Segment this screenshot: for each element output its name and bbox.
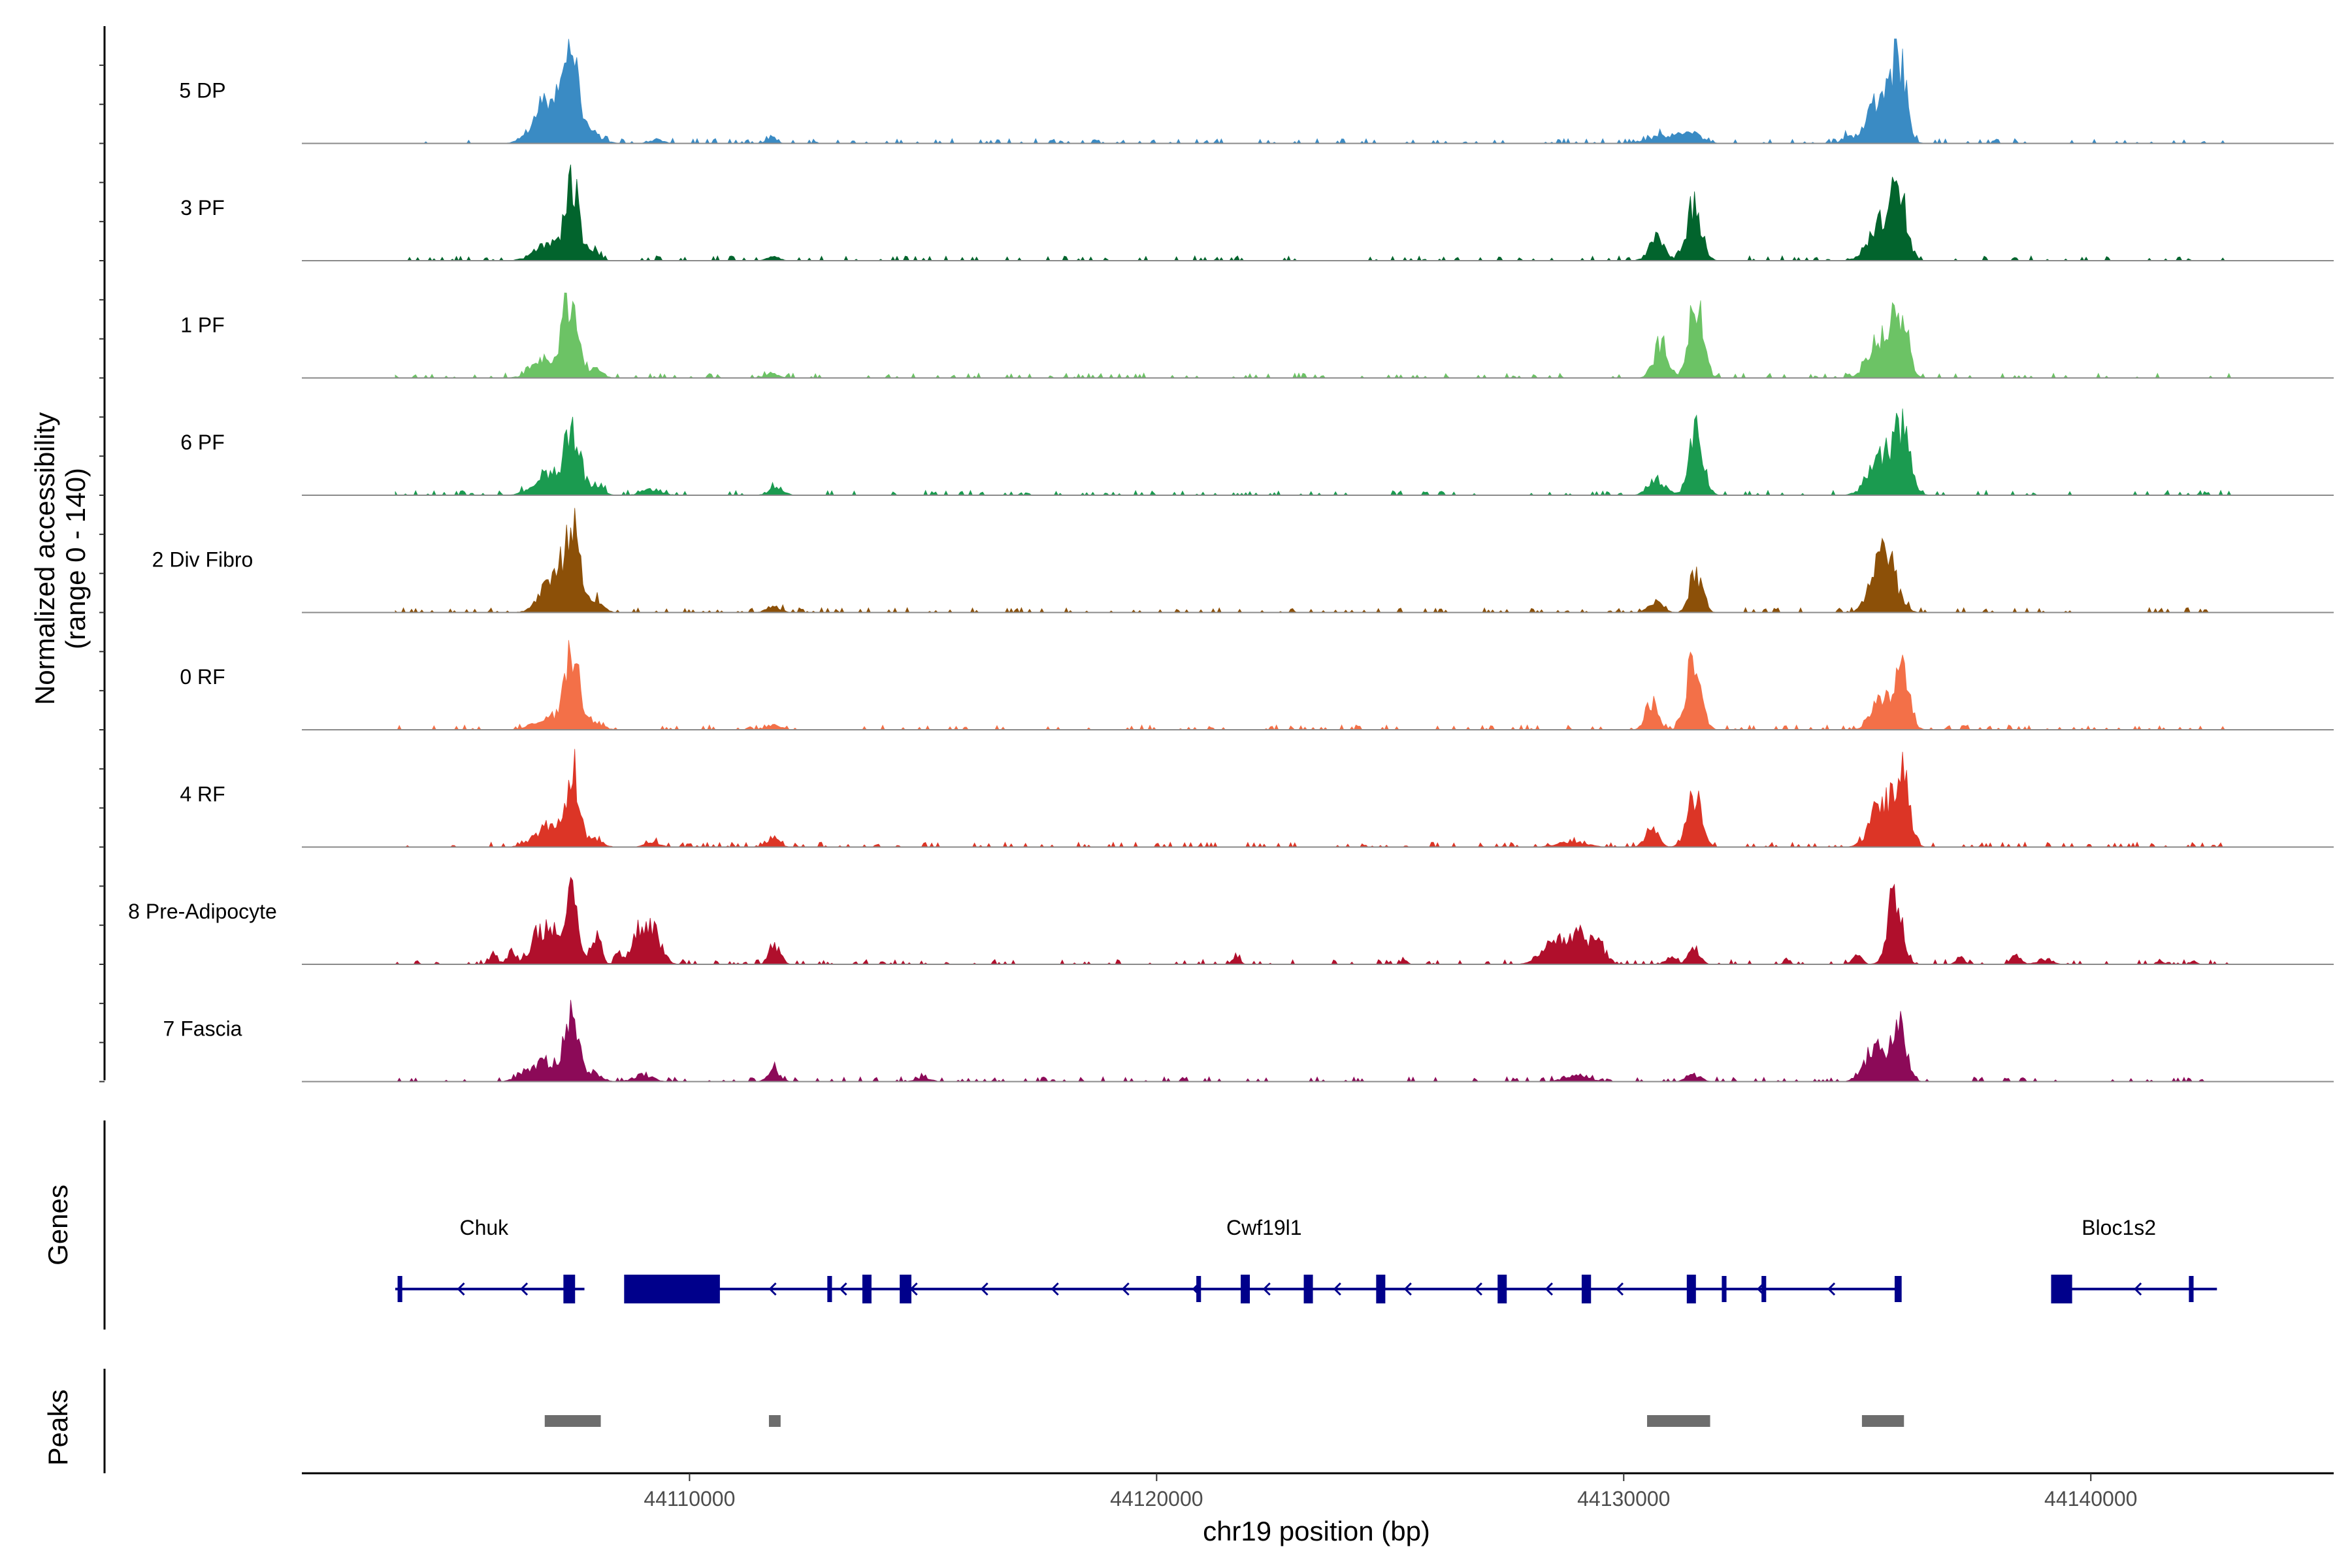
strand-arrow-icon	[2134, 1282, 2142, 1296]
track-label-8-pre-adipocyte: 8 Pre-Adipocyte	[128, 900, 277, 923]
coverage-tracks: 5 DP 3 PF 1 PF 6 PF 2 Div Fibro 0 RF 4 RF 8 Pre…	[128, 39, 2334, 1083]
area-5-dp	[395, 39, 2231, 144]
track-3-pf: 3 PF	[180, 164, 2334, 261]
exon	[1303, 1275, 1313, 1303]
exon	[2189, 1276, 2194, 1302]
x-axis: 44110000 44120000 44130000 44140000	[302, 1472, 2334, 1511]
strand-arrow-icon	[1333, 1282, 1341, 1296]
strand-arrow-icon	[1615, 1282, 1624, 1296]
strand-arrow-icon	[1827, 1282, 1836, 1296]
area-2-div-fibro	[395, 508, 2231, 613]
peaks-panel-label: Peaks	[42, 1390, 73, 1466]
track-label-5-dp: 5 DP	[179, 79, 225, 103]
exon	[2051, 1275, 2072, 1303]
exon	[1686, 1275, 1696, 1303]
gene-label-chuk: Chuk	[459, 1216, 509, 1239]
track-8-pre-adipocyte: 8 Pre-Adipocyte	[128, 876, 2334, 965]
area-6-pf	[395, 408, 2232, 496]
track-label-6-pf: 6 PF	[180, 431, 225, 454]
gene-label-bloc1s2: Bloc1s2	[2082, 1216, 2156, 1239]
peaks-panel	[103, 1369, 1904, 1473]
strand-arrow-icon	[1544, 1282, 1553, 1296]
exon	[624, 1275, 720, 1303]
exon	[397, 1276, 402, 1302]
track-label-2-div-fibro: 2 Div Fibro	[152, 548, 253, 572]
gene-bloc1s2: Bloc1s2	[2051, 1216, 2217, 1303]
area-0-rf	[395, 640, 2231, 730]
exon	[1761, 1276, 1767, 1302]
x-tick-label: 44130000	[1577, 1487, 1670, 1511]
strand-arrow-icon	[768, 1282, 777, 1296]
track-label-3-pf: 3 PF	[180, 196, 225, 220]
x-tick-label: 44140000	[2044, 1487, 2137, 1511]
genes-panel: Chuk Cwf19l1 Bloc1s2	[103, 1120, 2217, 1330]
x-axis-title: chr19 position (bp)	[1203, 1516, 1430, 1546]
strand-arrow-icon	[1262, 1282, 1271, 1296]
y-axis-title-line2: (range 0 - 140)	[60, 468, 91, 649]
track-1-pf: 1 PF	[180, 292, 2334, 379]
track-label-7-fascia: 7 Fascia	[163, 1017, 242, 1041]
track-0-rf: 0 RF	[180, 640, 2334, 730]
exon	[1376, 1275, 1386, 1303]
track-2-div-fibro: 2 Div Fibro	[152, 508, 2334, 613]
exon	[1722, 1276, 1727, 1302]
strand-arrow-icon	[1121, 1282, 1130, 1296]
genes-panel-label: Genes	[42, 1184, 73, 1266]
exon	[1241, 1275, 1250, 1303]
track-5-dp: 5 DP	[179, 39, 2334, 144]
exon	[1894, 1276, 1902, 1302]
strand-arrow-icon	[980, 1282, 988, 1296]
peak-region	[544, 1415, 601, 1427]
peak-region	[1861, 1415, 1904, 1427]
track-4-rf: 4 RF	[180, 749, 2334, 848]
area-7-fascia	[395, 1000, 2231, 1083]
exon	[563, 1275, 576, 1303]
area-8-pre-adipocyte	[395, 876, 2231, 965]
peak-region	[768, 1415, 781, 1427]
peak-region	[1647, 1415, 1710, 1427]
area-1-pf	[395, 292, 2232, 379]
exon	[862, 1275, 872, 1303]
track-label-0-rf: 0 RF	[180, 665, 225, 689]
x-tick-label: 44120000	[1110, 1487, 1203, 1511]
track-6-pf: 6 PF	[180, 408, 2334, 496]
area-4-rf	[395, 749, 2231, 848]
strand-arrow-icon	[457, 1282, 465, 1296]
track-label-1-pf: 1 PF	[180, 314, 225, 337]
coverage-y-axis	[99, 26, 106, 1083]
strand-arrow-icon	[519, 1282, 529, 1296]
strand-arrow-icon	[839, 1282, 847, 1296]
gene-chuk: Chuk	[395, 1216, 585, 1303]
exon	[1497, 1275, 1507, 1303]
exon	[827, 1276, 832, 1302]
exon	[1196, 1276, 1201, 1302]
exon	[1581, 1275, 1592, 1303]
area-3-pf	[395, 164, 2231, 261]
strand-arrow-icon	[1474, 1282, 1482, 1296]
gene-cwf19l1: Cwf19l1	[624, 1216, 1902, 1303]
y-axis-title-line1: Normalized accessibility	[29, 412, 60, 705]
gene-label-cwf19l1: Cwf19l1	[1226, 1216, 1302, 1239]
track-7-fascia: 7 Fascia	[163, 1000, 2334, 1083]
track-label-4-rf: 4 RF	[180, 783, 225, 806]
strand-arrow-icon	[1051, 1282, 1059, 1296]
exon	[900, 1275, 911, 1303]
x-tick-label: 44110000	[644, 1487, 735, 1511]
strand-arrow-icon	[1403, 1282, 1412, 1296]
